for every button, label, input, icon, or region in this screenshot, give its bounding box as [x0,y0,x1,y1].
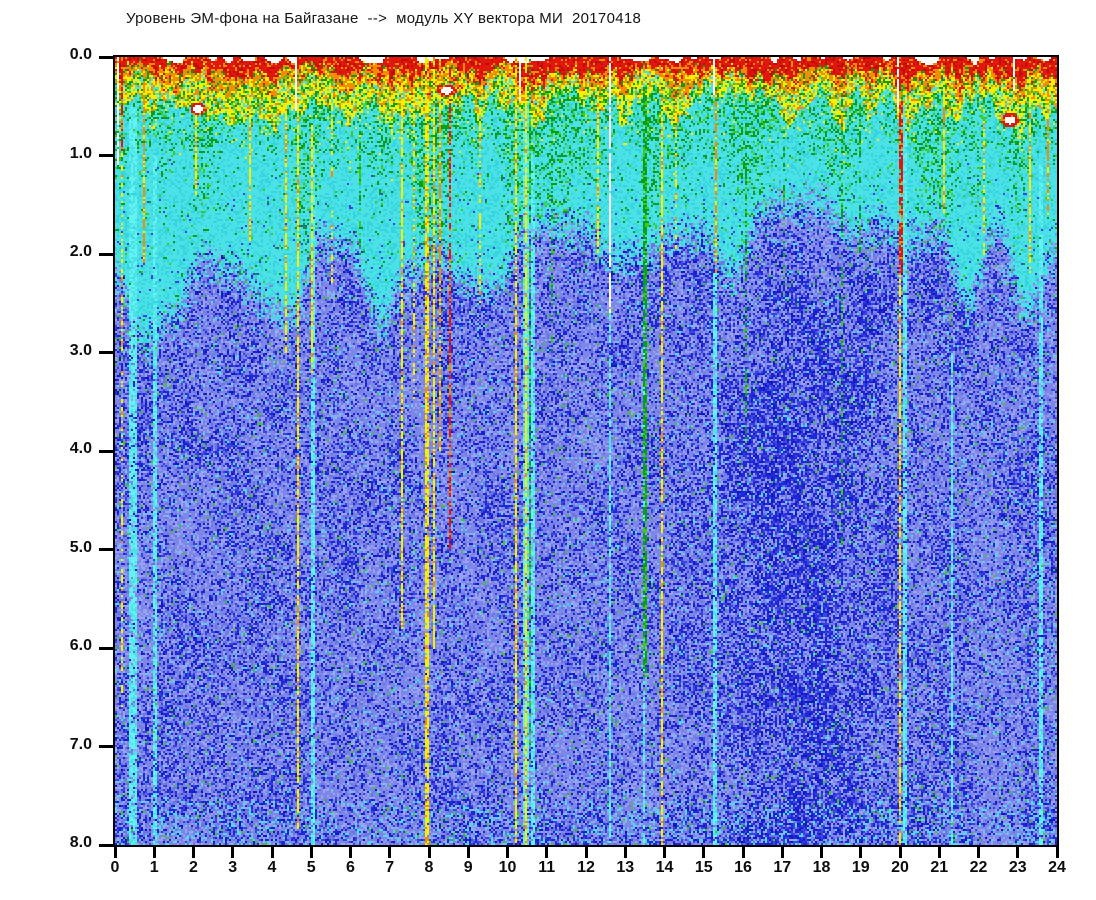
y-tick-label: 7.0 [69,735,92,753]
x-tick-label: 11 [538,859,556,876]
x-tick-label: 7 [385,859,395,876]
y-axis-tick [99,55,114,59]
x-tick-label: 2 [189,859,198,876]
x-tick-label: 24 [1048,859,1066,876]
x-tick-label: 23 [1008,859,1027,876]
x-axis-tick [231,847,235,858]
chart-title: Уровень ЭМ-фона на Байгазане --> модуль … [126,10,642,27]
y-tick-label: 2.0 [69,243,92,260]
x-tick-label: 17 [773,859,792,876]
x-tick-label: 18 [812,859,831,876]
x-axis-tick [113,847,117,858]
y-axis-tick [99,252,114,256]
x-tick-label: 12 [577,859,595,876]
y-axis-tick [99,449,114,453]
x-tick-label: 1 [149,859,159,876]
x-axis-tick [820,847,823,858]
x-tick-label: 13 [616,859,635,876]
x-axis-tick [780,847,784,858]
x-axis-tick [898,847,902,858]
x-tick-label: 16 [734,859,752,876]
x-axis-tick [545,847,549,858]
y-axis-tick [99,745,114,748]
spectrogram-canvas [115,57,1057,845]
y-axis-tick [99,351,114,354]
x-axis-tick [1055,847,1059,858]
x-tick-label: 3 [228,859,238,876]
x-axis-tick [859,847,863,858]
x-tick-label: 22 [969,859,988,876]
x-axis-tick [192,847,195,858]
y-tick-label: 1.0 [69,144,92,162]
x-tick-label: 10 [498,859,517,876]
x-axis-tick [584,847,588,858]
x-tick-label: 0 [110,859,120,876]
y-tick-label: 0.0 [69,46,92,63]
y-tick-label: 8.0 [69,834,92,851]
x-axis-tick [937,847,941,858]
x-axis-tick [977,847,980,858]
x-tick-label: 4 [267,859,277,876]
x-axis-tick [702,847,706,858]
x-axis-tick [623,847,627,858]
x-axis-tick [663,847,666,858]
y-axis-tick [99,154,114,157]
x-tick-label: 5 [306,859,316,876]
x-tick-label: 19 [851,859,870,876]
x-tick-label: 8 [424,859,434,876]
x-tick-label: 14 [655,859,674,876]
x-tick-label: 21 [930,859,949,876]
y-tick-label: 6.0 [69,637,92,654]
x-axis-tick [506,847,509,858]
x-axis-tick [388,847,392,858]
x-axis-tick [1016,847,1020,858]
plot-frame [113,55,1059,847]
y-axis-tick [99,646,114,650]
x-axis-tick [349,847,352,858]
x-axis-tick [466,847,470,858]
x-axis-tick [741,847,745,858]
x-axis-tick [270,847,274,858]
y-tick-label: 3.0 [69,341,92,359]
x-tick-label: 20 [891,859,909,876]
y-axis-tick [99,843,114,847]
x-axis-tick [309,847,313,858]
y-tick-label: 5.0 [69,538,92,556]
x-tick-label: 15 [694,859,713,876]
x-axis-tick [427,847,431,858]
y-axis-tick [99,548,114,551]
x-tick-label: 9 [463,859,473,876]
y-tick-label: 4.0 [69,440,92,457]
x-tick-label: 6 [346,859,355,876]
x-axis-tick [152,847,156,858]
